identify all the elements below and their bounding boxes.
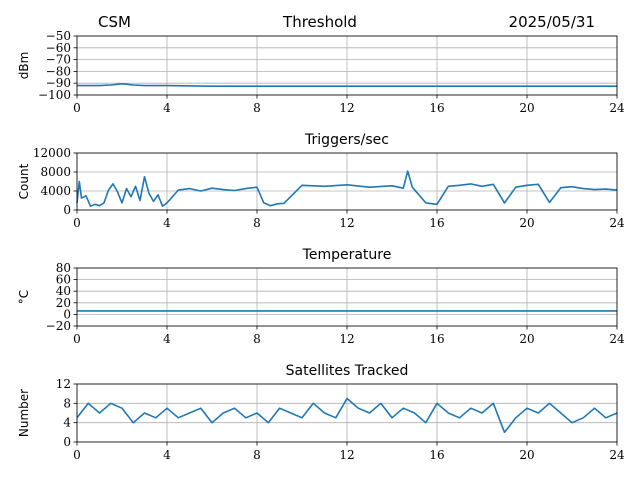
series-line [76, 170, 618, 207]
y-tick-label: −80 [46, 64, 71, 78]
y-axis-label: Count [17, 163, 31, 199]
x-tick-label: 20 [519, 101, 534, 115]
x-tick-label: 8 [253, 332, 261, 346]
y-tick-label: 20 [56, 296, 71, 310]
x-tick-label: 16 [429, 101, 444, 115]
satellites-panel: 0 4 8 12 16 20 24 0 4 8 12 Satellites Tracked Number [17, 363, 625, 462]
y-tick-label: 60 [56, 273, 71, 287]
x-tick-label: 0 [73, 332, 81, 346]
y-axis-label: dBm [17, 52, 31, 80]
y-tick-label: −50 [46, 29, 71, 43]
x-tick-label: 12 [339, 332, 354, 346]
y-tick-label: −60 [46, 41, 71, 55]
x-tick-label: 24 [609, 101, 625, 115]
x-tick-label: 4 [163, 101, 171, 115]
x-tick-label: 0 [73, 216, 81, 230]
x-tick-label: 20 [519, 216, 534, 230]
x-tick-label: 0 [73, 448, 81, 462]
x-tick-label: 8 [253, 101, 261, 115]
y-tick-label: −20 [46, 319, 71, 333]
x-tick-label: 24 [609, 216, 625, 230]
y-tick-label: −70 [46, 53, 71, 67]
panel-title: Satellites Tracked [286, 363, 409, 379]
y-tick-label: −100 [38, 88, 71, 102]
x-tick-label: 12 [339, 448, 354, 462]
y-tick-label: 80 [56, 261, 71, 275]
x-tick-label: 12 [339, 216, 354, 230]
y-tick-label: 0 [63, 307, 71, 321]
y-tick-label: 0 [63, 435, 71, 449]
x-tick-label: 20 [519, 332, 534, 346]
x-tick-label: 16 [429, 216, 444, 230]
y-tick-label: 40 [56, 284, 71, 298]
triggers-panel: 0 4 8 12 16 20 24 0 4000 8000 12000 Triggers/sec Cou… [17, 132, 625, 230]
x-tick-label: 24 [609, 332, 625, 346]
threshold-panel: 0 4 8 12 16 20 24 −50−60−70−80−90−100 dBm [17, 29, 625, 115]
panel-title: Triggers/sec [304, 132, 389, 148]
x-tick-label: 4 [163, 332, 171, 346]
header-center: Threshold [282, 13, 357, 31]
header-right: 2025/05/31 [509, 13, 595, 31]
x-tick-label: 24 [609, 448, 625, 462]
x-tick-label: 16 [429, 332, 444, 346]
x-tick-label: 4 [163, 448, 171, 462]
x-tick-label: 12 [339, 101, 354, 115]
y-tick-label: −90 [46, 76, 71, 90]
series-line [77, 83, 617, 87]
y-tick-label: 8000 [40, 165, 71, 179]
x-tick-label: 8 [253, 448, 261, 462]
series-line [76, 397, 618, 434]
y-tick-label: 0 [63, 203, 71, 217]
header-left: CSM [98, 13, 131, 31]
y-tick-label: 8 [63, 396, 71, 410]
x-tick-label: 0 [73, 101, 81, 115]
y-tick-label: 12 [56, 377, 71, 391]
y-tick-label: 12000 [33, 146, 71, 160]
x-tick-label: 8 [253, 216, 261, 230]
panel-title: Temperature [302, 247, 392, 263]
x-tick-label: 20 [519, 448, 534, 462]
y-axis-label: °C [17, 290, 31, 304]
y-tick-label: 4 [63, 416, 71, 430]
y-tick-label: 4000 [40, 184, 71, 198]
x-tick-label: 16 [429, 448, 444, 462]
y-axis-label: Number [17, 389, 31, 437]
x-tick-label: 4 [163, 216, 171, 230]
